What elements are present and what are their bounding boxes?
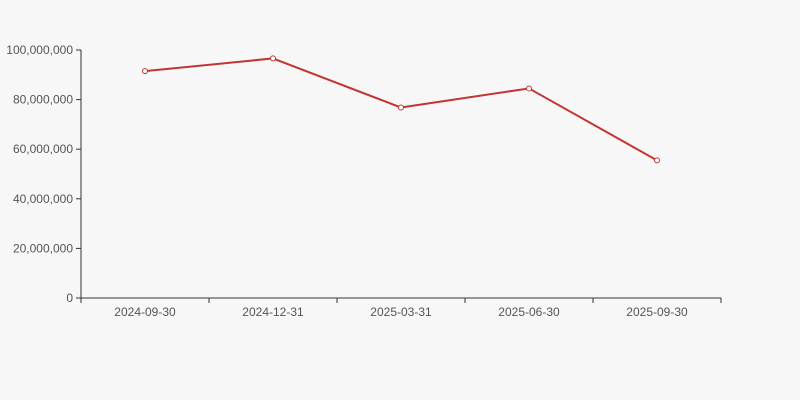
y-axis-tick-label: 20,000,000: [13, 241, 73, 255]
data-point-marker[interactable]: [270, 55, 276, 62]
y-axis-tick-label: 100,000,000: [6, 43, 73, 57]
x-axis-tick-label: 2024-09-30: [114, 305, 176, 319]
x-axis-tick-label: 2025-03-31: [370, 305, 432, 319]
y-axis-tick-label: 80,000,000: [13, 93, 73, 107]
data-point-marker[interactable]: [526, 85, 532, 92]
x-axis-tick-label: 2025-06-30: [498, 305, 560, 319]
y-axis-tick-label: 0: [66, 291, 73, 305]
x-axis-tick-label: 2025-09-30: [626, 305, 688, 319]
data-point-marker[interactable]: [142, 68, 148, 75]
data-point-marker[interactable]: [654, 157, 660, 164]
data-point-marker[interactable]: [398, 104, 404, 111]
y-axis-tick-label: 60,000,000: [13, 142, 73, 156]
y-axis-tick-label: 40,000,000: [13, 192, 73, 206]
x-axis-tick-label: 2024-12-31: [242, 305, 304, 319]
